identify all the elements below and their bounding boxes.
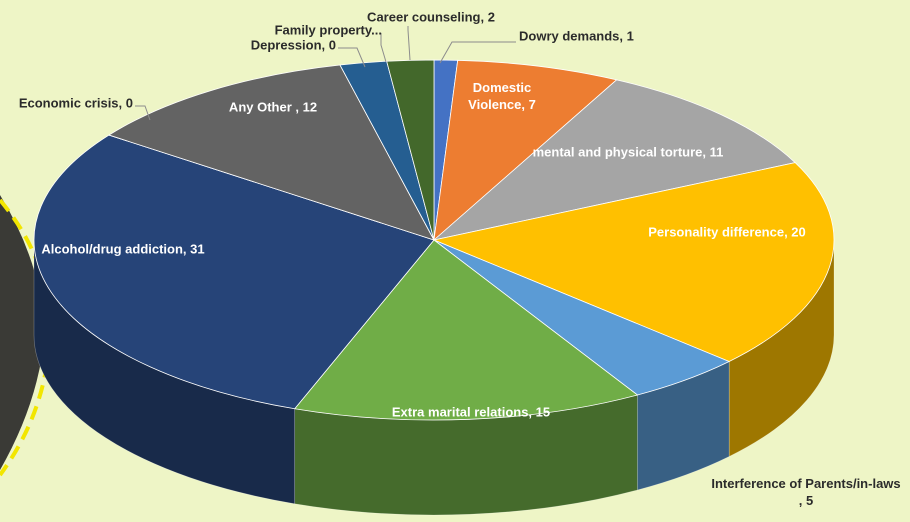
photo-fragment: [0, 195, 45, 470]
slice: [293, 239, 639, 421]
slice: [108, 64, 435, 241]
data-label: mental and physical torture, 11: [532, 144, 724, 160]
leader-line: [135, 105, 151, 121]
data-label: Alcohol/drug addiction, 31: [41, 241, 205, 257]
data-label: Family property...: [274, 22, 382, 38]
data-label: Personality difference, 20: [648, 224, 806, 240]
pie-sides: [33, 239, 835, 516]
leader-line: [380, 33, 387, 63]
slice: [432, 162, 835, 362]
data-label: Economic crisis, 0: [18, 95, 133, 111]
data-label: Career counseling, 2: [367, 9, 495, 25]
data-label: Any Other , 12: [228, 99, 318, 115]
slice: [386, 59, 435, 241]
leader-line: [407, 26, 411, 61]
slice: [433, 59, 618, 242]
leader-line: [338, 47, 366, 68]
slice: [33, 134, 435, 410]
leader-lines: [135, 26, 516, 121]
slice: [432, 79, 796, 241]
pie-tops: [33, 59, 835, 421]
data-label: Domestic Violence, 7: [468, 80, 536, 112]
data-label: Extra marital relations, 15: [391, 404, 551, 420]
data-label: Dowry demands, 1: [519, 28, 634, 44]
leader-line: [439, 41, 516, 64]
data-label: Interference of Parents/in-laws , 5: [711, 476, 901, 508]
data-label: Depression, 0: [250, 37, 336, 53]
